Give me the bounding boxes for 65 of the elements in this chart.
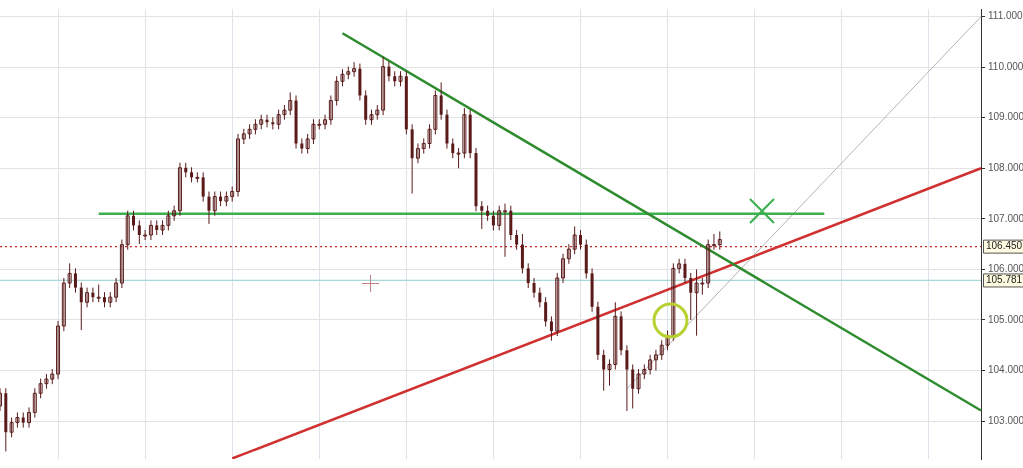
candlestick: [148, 219, 153, 241]
y-tick-label: 108.000: [988, 162, 1023, 174]
candlestick: [602, 349, 606, 392]
candlestick: [497, 205, 502, 231]
candlestick: [671, 262, 676, 342]
candlestick: [566, 243, 571, 265]
y-tick-label: 110.000: [988, 60, 1023, 72]
candlestick: [61, 277, 66, 332]
candlestick: [381, 56, 386, 116]
candlestick: [352, 61, 357, 78]
y-tick-label: 104.000: [988, 364, 1023, 376]
candlestick: [491, 210, 495, 231]
candlestick: [625, 344, 629, 412]
candlestick: [480, 200, 484, 230]
candlestick: [578, 229, 582, 251]
candlestick: [549, 315, 553, 342]
y-tick-label: 103.000: [988, 414, 1023, 426]
candlestick: [648, 354, 653, 376]
candlestick: [532, 277, 536, 299]
candlestick: [177, 162, 182, 217]
candlestick: [526, 262, 530, 289]
candlestick: [323, 114, 328, 130]
y-tick-label: 105.000: [988, 313, 1023, 325]
candlestick: [503, 203, 508, 258]
candlestick: [555, 272, 560, 337]
y-tick-label: 111.000: [988, 10, 1023, 22]
candlestick: [143, 229, 148, 241]
candlestick: [711, 233, 716, 251]
candlestick: [653, 349, 658, 372]
candlestick: [415, 142, 420, 164]
candlestick: [172, 205, 177, 222]
candlestick: [67, 262, 72, 289]
candlestick: [85, 287, 90, 308]
candlestick: [137, 219, 141, 245]
candlestick: [79, 282, 83, 331]
candlestick: [119, 239, 124, 289]
candlestick: [235, 133, 240, 198]
candlestick: [451, 137, 455, 159]
candlestick: [328, 94, 333, 126]
candlestick: [114, 277, 119, 303]
candlestick: [520, 233, 524, 274]
candlestick: [207, 191, 211, 225]
candlestick: [212, 191, 217, 217]
candlestick: [544, 296, 548, 328]
ref-line-label: 106.450: [986, 240, 1023, 252]
y-tick-label: 109.000: [988, 111, 1023, 123]
y-tick-label: 106.000: [988, 263, 1023, 275]
y-tick-label: 107.000: [988, 212, 1023, 224]
candlestick: [201, 171, 205, 203]
candlestick: [56, 320, 61, 380]
candlestick: [27, 406, 32, 429]
candlestick: [561, 253, 566, 284]
candlestick: [387, 61, 391, 82]
ref-line-label: 105.781: [986, 274, 1023, 286]
candlestick: [689, 272, 693, 321]
candlestick: [683, 258, 687, 284]
candlestick: [631, 363, 635, 409]
candlestick: [125, 210, 130, 251]
candlestick: [717, 230, 722, 251]
candlestick: [572, 225, 577, 255]
candlestick: [538, 287, 542, 308]
candlestick: [132, 210, 136, 231]
candlestick: [73, 267, 77, 294]
candlestick: [439, 81, 443, 121]
candlestick: [515, 229, 519, 251]
